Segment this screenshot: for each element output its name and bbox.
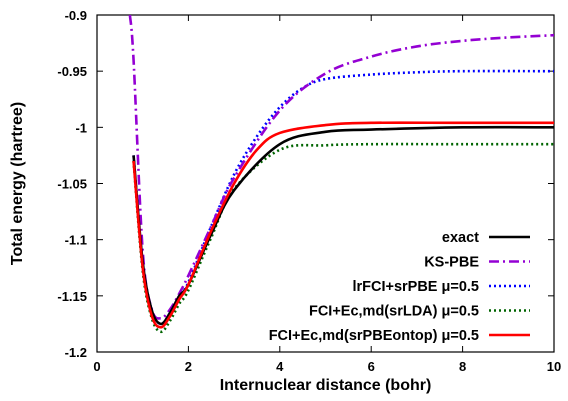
y-tick-label: -1.05 <box>57 177 87 192</box>
series-lines <box>128 15 554 334</box>
series-line-0 <box>132 125 554 326</box>
x-tick-label: 10 <box>547 359 561 374</box>
y-axis-label: Total energy (hartree) <box>9 102 26 265</box>
y-tick-label: -0.9 <box>65 8 87 23</box>
x-axis-label: Internuclear distance (bohr) <box>220 377 432 394</box>
legend-label: FCI+Ec,md(srLDA) μ=0.5 <box>309 304 479 320</box>
y-tick-label: -0.95 <box>57 64 87 79</box>
plot-frame <box>96 14 555 353</box>
y-tick-label: -1.2 <box>65 345 87 360</box>
legend-label: exact <box>442 230 479 246</box>
series-line-1 <box>128 15 554 320</box>
legend-label: lrFCI+srPBE μ=0.5 <box>352 279 479 295</box>
x-tick-label: 0 <box>93 359 100 374</box>
axis-ticks: 0 2 4 6 8 10 -1.2 -1.15 -1.1 -1.05 -1 -0.95 -0.9 <box>57 8 561 374</box>
series-line-4 <box>132 121 554 329</box>
x-tick-label: 8 <box>459 359 466 374</box>
y-tick-label: -1.1 <box>65 233 87 248</box>
y-tick-label: -1 <box>75 120 87 135</box>
legend-label: KS-PBE <box>424 255 479 271</box>
x-tick-label: 6 <box>368 359 375 374</box>
x-tick-label: 4 <box>276 359 284 374</box>
legend: exact KS-PBE lrFCI+srPBE μ=0.5 FCI+Ec,md(sr… <box>269 230 530 344</box>
series-line-3 <box>132 142 554 334</box>
x-tick-label: 2 <box>185 359 192 374</box>
legend-label: FCI+Ec,md(srPBEontop) μ=0.5 <box>269 328 479 344</box>
y-tick-label: -1.15 <box>57 289 87 304</box>
